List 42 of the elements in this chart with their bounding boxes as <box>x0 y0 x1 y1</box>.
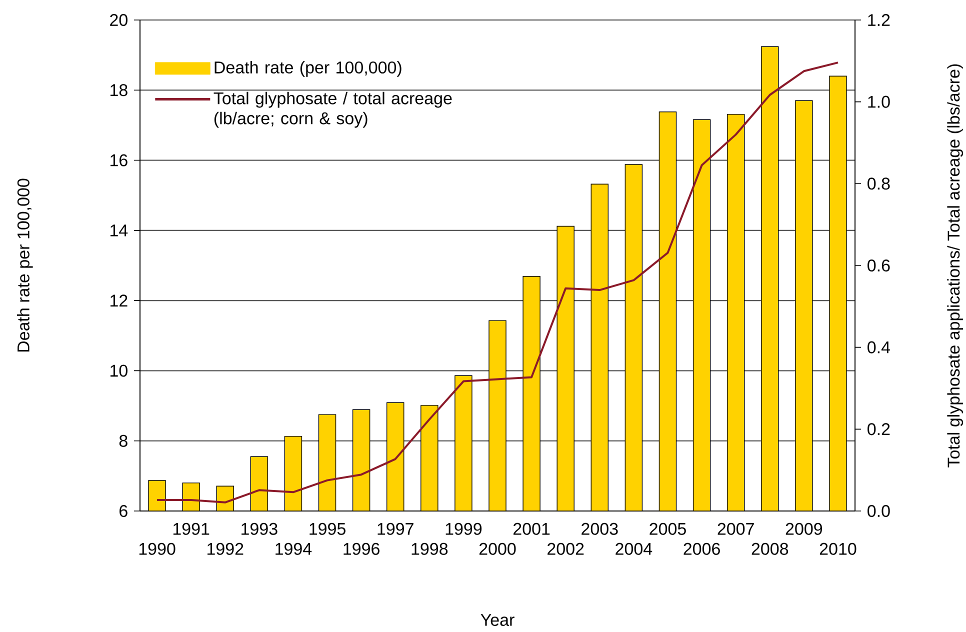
x-tick-label: 2001 <box>514 522 550 535</box>
x-tick-label: 2005 <box>650 522 686 535</box>
y-tick-label: 12 <box>110 294 128 307</box>
y2-tick-label: 1.0 <box>868 96 890 108</box>
y-tick-label: 20 <box>110 14 128 26</box>
y2-tick-label: 1.2 <box>868 14 890 26</box>
x-tick-label: 2002 <box>548 542 584 555</box>
x-tick-label: 2004 <box>616 542 652 555</box>
x-tick-label: 1995 <box>310 522 346 535</box>
x-tick-label: 1996 <box>344 542 380 555</box>
y2-tick-label: 0.4 <box>868 341 890 354</box>
x-tick-label: 2006 <box>684 542 720 555</box>
x-tick-label: 1999 <box>446 522 482 535</box>
x-tick-label: 2009 <box>786 522 822 535</box>
y-axis-title: Death rate per 100,000 <box>16 178 33 352</box>
y-tick-label: 18 <box>110 84 128 96</box>
x-tick-label: 2010 <box>820 542 856 555</box>
y-tick-label: 10 <box>110 364 128 377</box>
x-tick-label: 1992 <box>208 542 244 555</box>
x-tick-label: 1998 <box>412 542 448 555</box>
y-tick-label: 8 <box>119 434 128 447</box>
x-tick-label: 2008 <box>752 542 788 555</box>
y2-tick-label: 0.0 <box>868 504 890 518</box>
x-tick-label: 1997 <box>378 522 414 535</box>
legend-label: Death rate (per 100,000) <box>214 61 402 77</box>
x-tick-label: 1991 <box>173 522 210 535</box>
line-series <box>156 62 839 504</box>
x-tick-label: 1990 <box>139 542 176 555</box>
y2-tick-label: 0.6 <box>868 259 890 272</box>
x-axis-title: Year <box>480 614 514 626</box>
x-tick-label: 2007 <box>718 522 754 535</box>
y2-tick-label: 0.8 <box>868 178 890 190</box>
legend-label: Total glyphosate / total acreage (lb/acre; corn & soy) <box>214 92 452 128</box>
y2-axis-title: Total glyphosate applications/ Total acreage (lbs/acre) <box>947 64 964 468</box>
x-tick-label: 2000 <box>479 542 516 555</box>
x-tick-label: 2003 <box>582 522 618 535</box>
x-tick-label: 1994 <box>276 542 312 555</box>
y2-tick-label: 0.2 <box>868 423 890 436</box>
y-tick-label: 14 <box>110 224 128 236</box>
y-tick-label: 16 <box>110 154 128 166</box>
y-tick-label: 6 <box>120 504 128 518</box>
x-tick-label: 1993 <box>242 522 278 535</box>
